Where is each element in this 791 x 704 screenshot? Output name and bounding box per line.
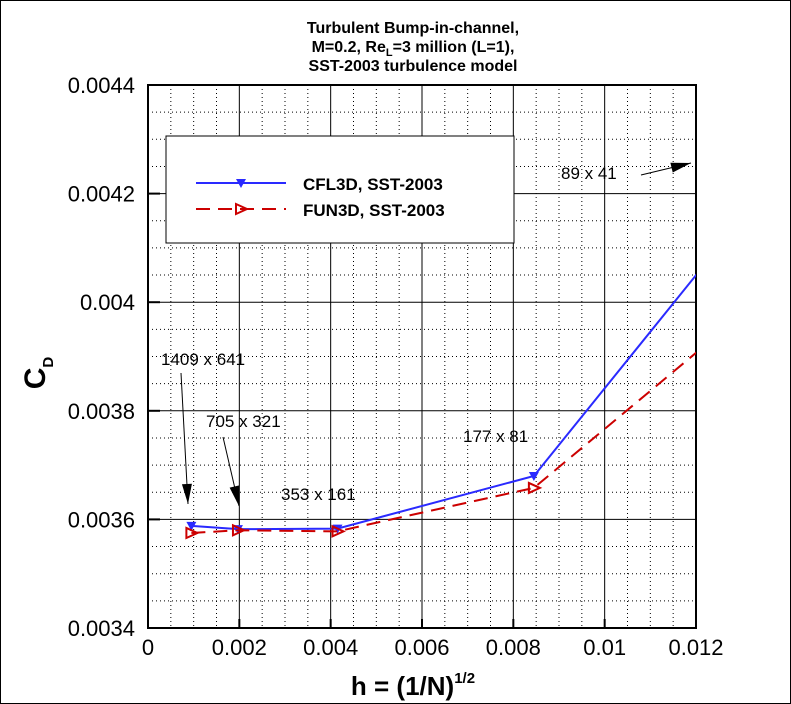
arrowhead	[670, 162, 691, 173]
annotation-label: 1409 x 641	[161, 350, 245, 369]
x-axis-label: h = (1/N)1/2	[351, 670, 475, 701]
title-line-3: SST-2003 turbulence model	[309, 58, 518, 75]
data-point	[186, 521, 197, 531]
y-tick-label: 0.0042	[68, 182, 135, 207]
title-line-2: M=0.2, ReL=3 million (L=1),	[312, 39, 515, 59]
title-line-1: Turbulent Bump-in-channel,	[307, 20, 519, 37]
x-tick-label: 0	[142, 635, 154, 660]
x-tick-label: 0.01	[583, 635, 626, 660]
y-tick-label: 0.0044	[68, 73, 135, 98]
x-tick-label: 0.008	[486, 635, 541, 660]
legend-label: CFL3D, SST-2003	[303, 175, 443, 194]
legend-marker	[236, 179, 246, 188]
series-line-1	[191, 351, 696, 534]
data-point	[527, 481, 543, 495]
x-tick-label: 0.012	[668, 635, 723, 660]
annotation-arrow	[180, 372, 189, 505]
data-point	[528, 471, 539, 481]
y-tick-label: 0.0034	[68, 616, 135, 641]
x-tick-label: 0.004	[303, 635, 358, 660]
data-point	[185, 526, 200, 540]
series-group	[185, 273, 696, 540]
annotation-label: 89 x 41	[561, 164, 617, 183]
legend-label: FUN3D, SST-2003	[303, 201, 445, 220]
data-point	[231, 523, 247, 537]
arrowhead	[229, 485, 240, 506]
annotation-label: 177 x 81	[463, 427, 528, 446]
x-tick-label: 0.002	[212, 635, 267, 660]
annotation-label: 353 x 161	[281, 485, 356, 504]
series-line-0	[191, 273, 696, 531]
legend-box	[165, 135, 515, 244]
data-point	[331, 524, 346, 538]
arrowhead	[181, 483, 192, 504]
legend-marker	[235, 202, 250, 216]
y-axis-label: CD	[19, 357, 57, 390]
plot-frame	[147, 84, 697, 629]
x-tick-label: 0.006	[394, 635, 449, 660]
y-tick-label: 0.0036	[68, 507, 135, 532]
annotation-label: 705 x 321	[206, 412, 281, 431]
y-tick-label: 0.0038	[68, 399, 135, 424]
y-tick-label: 0.004	[80, 290, 135, 315]
